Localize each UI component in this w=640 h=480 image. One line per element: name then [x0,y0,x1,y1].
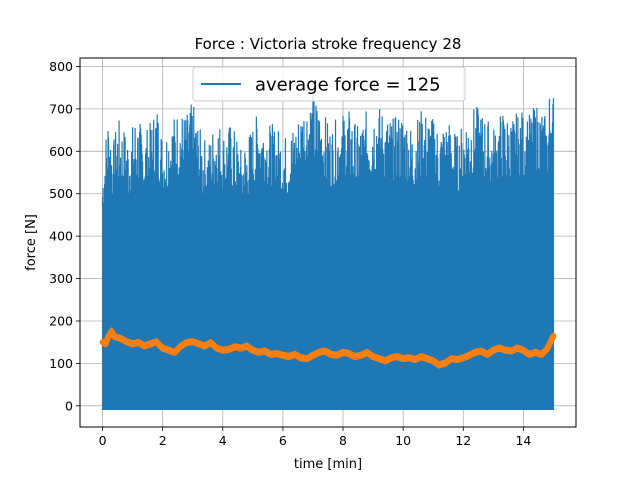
force-signal-line [101,94,555,411]
axis-ticks: 0 2 4 6 8 10 12 14 0 100 200 300 400 500 600 700 800 [49,59,531,448]
x-tick-label: 12 [455,433,471,448]
x-tick-label: 14 [515,433,531,448]
x-tick-label: 8 [339,433,347,448]
average-force-line-upper [101,327,555,365]
legend: average force = 125 [192,66,466,102]
axes-frame [79,57,577,428]
legend-label-average-force: average force = 125 [255,75,441,96]
legend-box [192,66,466,102]
x-axis-label: time [min] [294,457,362,472]
y-tick-label: 300 [49,271,73,286]
x-tick-label: 0 [99,433,107,448]
y-tick-label: 200 [49,313,73,328]
y-tick-label: 100 [49,356,73,371]
y-tick-label: 400 [49,229,73,244]
x-tick-label: 10 [395,433,411,448]
y-tick-label: 0 [65,398,73,413]
y-tick-label: 700 [49,101,73,116]
y-tick-label: 600 [49,144,73,159]
plot-area [99,94,557,411]
y-tick-label: 800 [49,59,73,74]
x-tick-label: 2 [159,433,167,448]
y-axis-label: force [N] [24,214,39,271]
x-tick-label: 4 [219,433,227,448]
chart-title: Force : Victoria stroke frequency 28 [195,35,462,53]
y-tick-label: 500 [49,186,73,201]
x-tick-label: 6 [279,433,287,448]
average-force-line [99,328,557,369]
